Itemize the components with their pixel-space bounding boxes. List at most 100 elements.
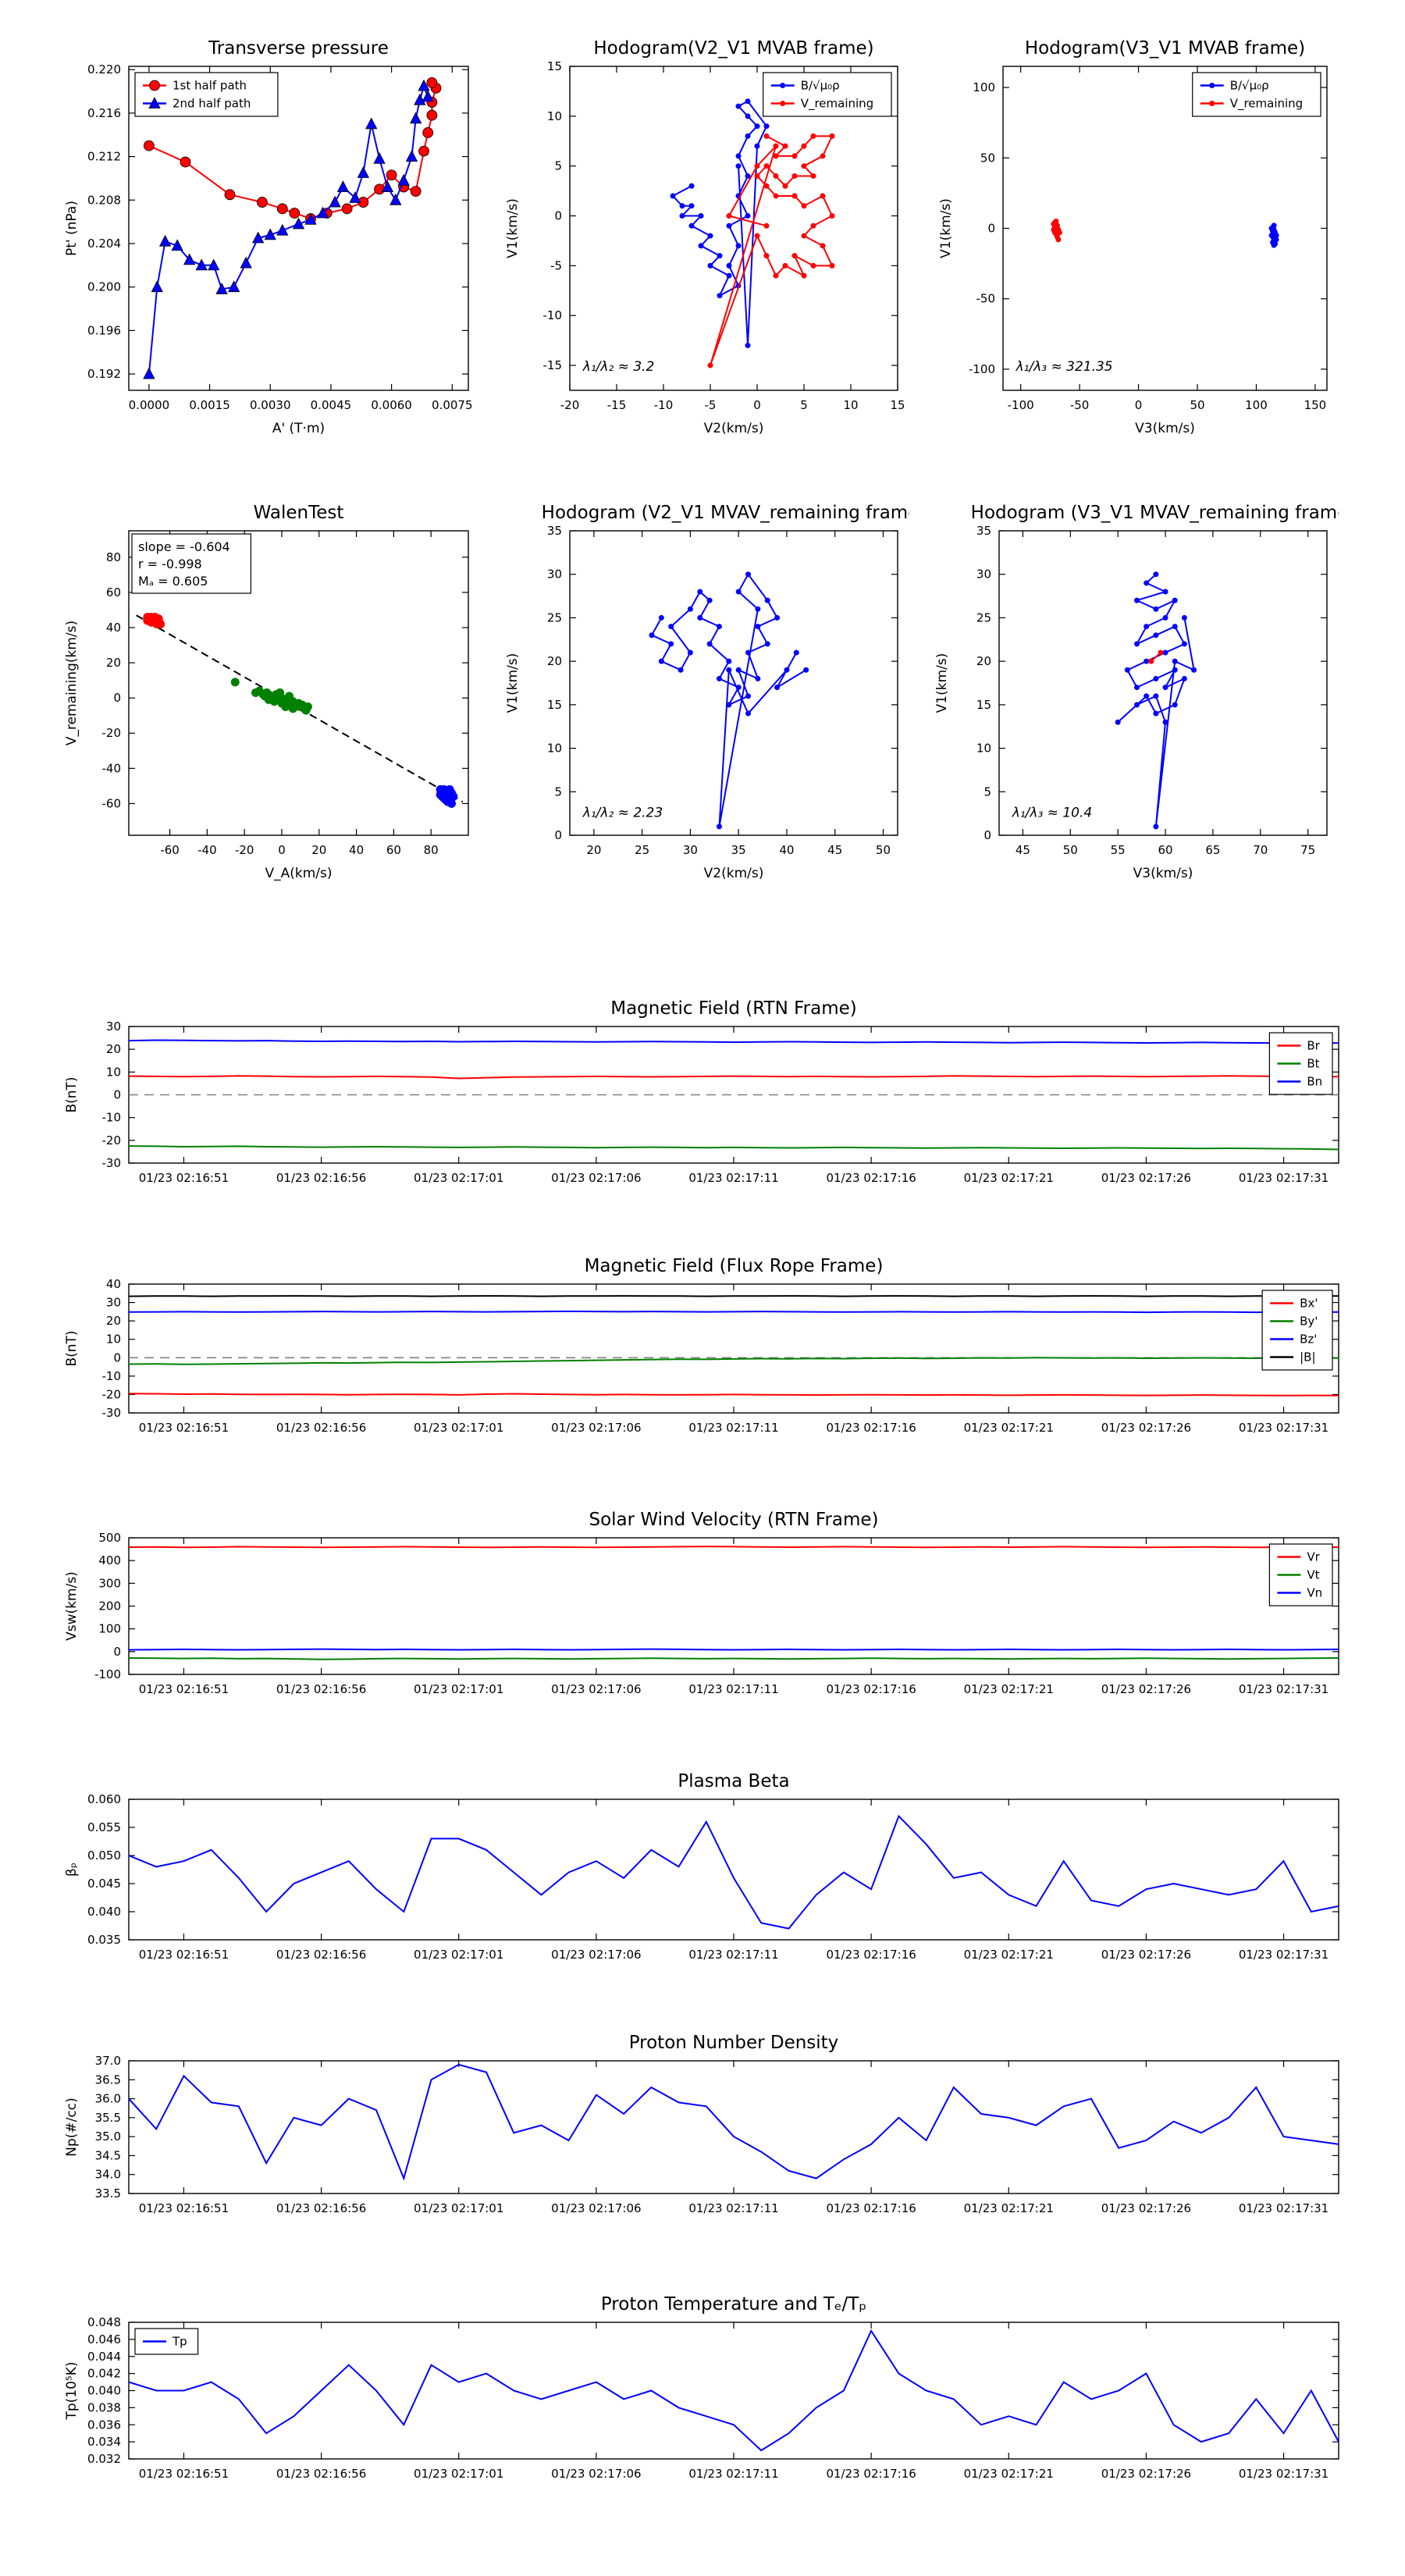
svg-text:01/23 02:17:01: 01/23 02:17:01 <box>414 1682 503 1696</box>
svg-text:Vn: Vn <box>1307 1586 1322 1600</box>
svg-text:25: 25 <box>635 843 649 857</box>
svg-text:01/23 02:17:26: 01/23 02:17:26 <box>1101 1948 1191 1962</box>
svg-text:-60: -60 <box>102 796 122 810</box>
svg-text:15: 15 <box>547 59 562 73</box>
svg-text:0.0075: 0.0075 <box>432 398 473 412</box>
svg-text:35.5: 35.5 <box>95 2111 121 2125</box>
svg-text:-20: -20 <box>102 726 122 740</box>
svg-text:0.044: 0.044 <box>87 2350 121 2364</box>
svg-text:Magnetic Field (Flux Rope Fram: Magnetic Field (Flux Rope Frame) <box>585 1256 884 1276</box>
svg-text:01/23 02:16:51: 01/23 02:16:51 <box>139 2467 229 2481</box>
svg-text:36.5: 36.5 <box>95 2073 121 2087</box>
svg-text:01/23 02:17:01: 01/23 02:17:01 <box>414 1171 503 1185</box>
svg-text:20: 20 <box>586 843 601 857</box>
svg-text:-10: -10 <box>654 398 674 412</box>
svg-text:5: 5 <box>554 159 562 173</box>
svg-text:-50: -50 <box>1070 398 1090 412</box>
svg-text:01/23 02:17:11: 01/23 02:17:11 <box>688 1421 778 1435</box>
svg-text:-100: -100 <box>1008 398 1034 412</box>
svg-text:V_remaining(km/s): V_remaining(km/s) <box>64 621 80 745</box>
svg-text:10: 10 <box>547 109 562 123</box>
svg-text:Hodogram(V3_V1 MVAB frame): Hodogram(V3_V1 MVAB frame) <box>1025 38 1305 59</box>
svg-text:10: 10 <box>106 1332 121 1347</box>
svg-text:-10: -10 <box>102 1111 122 1125</box>
svg-text:0.196: 0.196 <box>87 323 121 337</box>
svg-text:slope = -0.604: slope = -0.604 <box>138 539 230 554</box>
svg-text:0: 0 <box>753 398 761 412</box>
svg-text:15: 15 <box>547 698 562 712</box>
svg-text:0.208: 0.208 <box>87 193 121 207</box>
svg-text:200: 200 <box>98 1599 121 1614</box>
svg-text:01/23 02:17:06: 01/23 02:17:06 <box>551 2201 641 2215</box>
svg-text:40: 40 <box>779 843 794 857</box>
svg-text:01/23 02:17:21: 01/23 02:17:21 <box>964 1171 1054 1185</box>
svg-text:-30: -30 <box>102 1156 122 1170</box>
svg-text:V1(km/s): V1(km/s) <box>934 653 950 713</box>
svg-text:Hodogram(V2_V1 MVAB frame): Hodogram(V2_V1 MVAB frame) <box>593 38 873 59</box>
svg-text:01/23 02:17:26: 01/23 02:17:26 <box>1101 2467 1191 2481</box>
svg-text:V_A(km/s): V_A(km/s) <box>265 866 332 881</box>
svg-text:V2(km/s): V2(km/s) <box>704 421 764 436</box>
svg-text:0: 0 <box>984 828 991 842</box>
svg-text:34.5: 34.5 <box>95 2148 121 2162</box>
svg-text:01/23 02:17:01: 01/23 02:17:01 <box>414 2467 503 2481</box>
svg-text:-100: -100 <box>969 362 995 376</box>
svg-text:λ₁/λ₃ ≈ 321.35: λ₁/λ₃ ≈ 321.35 <box>1016 359 1113 375</box>
svg-text:36.0: 36.0 <box>95 2092 121 2106</box>
svg-text:Br: Br <box>1307 1039 1320 1053</box>
svg-text:-15: -15 <box>607 398 627 412</box>
svg-text:0.050: 0.050 <box>87 1848 121 1863</box>
svg-text:-100: -100 <box>94 1667 121 1681</box>
svg-text:45: 45 <box>827 843 842 857</box>
svg-text:01/23 02:16:51: 01/23 02:16:51 <box>139 2201 229 2215</box>
svg-text:0.192: 0.192 <box>87 367 121 381</box>
svg-text:Proton Temperature and Tₑ/Tₚ: Proton Temperature and Tₑ/Tₚ <box>601 2294 866 2314</box>
svg-text:Bt: Bt <box>1307 1057 1319 1071</box>
svg-text:0: 0 <box>554 828 562 842</box>
svg-text:10: 10 <box>976 742 991 756</box>
svg-text:400: 400 <box>98 1553 121 1567</box>
svg-text:01/23 02:17:16: 01/23 02:17:16 <box>826 1948 916 1962</box>
svg-text:100: 100 <box>973 80 995 94</box>
svg-text:01/23 02:16:51: 01/23 02:16:51 <box>139 1682 229 1696</box>
svg-text:20: 20 <box>106 1314 121 1328</box>
svg-text:0.034: 0.034 <box>87 2435 121 2449</box>
svg-text:01/23 02:17:21: 01/23 02:17:21 <box>964 1421 1054 1435</box>
svg-text:35: 35 <box>547 524 562 538</box>
svg-text:βₚ: βₚ <box>64 1863 80 1877</box>
svg-text:50: 50 <box>876 843 891 857</box>
svg-text:01/23 02:17:21: 01/23 02:17:21 <box>964 1682 1054 1696</box>
svg-text:35.0: 35.0 <box>95 2129 121 2144</box>
svg-text:01/23 02:16:56: 01/23 02:16:56 <box>276 1948 366 1962</box>
svg-text:01/23 02:17:16: 01/23 02:17:16 <box>826 2201 916 2215</box>
svg-text:0.032: 0.032 <box>87 2452 121 2466</box>
svg-text:20: 20 <box>311 843 326 857</box>
svg-text:V3(km/s): V3(km/s) <box>1133 866 1193 881</box>
svg-text:V1(km/s): V1(km/s) <box>938 198 954 258</box>
svg-text:0.038: 0.038 <box>87 2400 121 2414</box>
svg-text:30: 30 <box>106 1019 121 1034</box>
svg-text:-30: -30 <box>102 1406 122 1420</box>
svg-text:01/23 02:16:56: 01/23 02:16:56 <box>276 1682 366 1696</box>
svg-text:25: 25 <box>976 610 991 624</box>
svg-text:Vr: Vr <box>1307 1550 1320 1564</box>
svg-text:0.060: 0.060 <box>87 1792 121 1806</box>
svg-text:01/23 02:16:51: 01/23 02:16:51 <box>139 1171 229 1185</box>
svg-text:01/23 02:17:31: 01/23 02:17:31 <box>1239 2201 1329 2215</box>
svg-text:55: 55 <box>1111 843 1126 857</box>
svg-text:0: 0 <box>987 222 995 236</box>
svg-text:5: 5 <box>984 785 991 799</box>
svg-text:01/23 02:17:16: 01/23 02:17:16 <box>826 1682 916 1696</box>
svg-text:0.040: 0.040 <box>87 2384 121 2398</box>
svg-text:01/23 02:17:31: 01/23 02:17:31 <box>1239 1948 1329 1962</box>
svg-text:01/23 02:17:16: 01/23 02:17:16 <box>826 2467 916 2481</box>
chart-hodogram-v3v1-mvab: Hodogram(V3_V1 MVAB frame) -100 -50 0 50 100 1… <box>933 23 1339 449</box>
svg-text:01/23 02:17:31: 01/23 02:17:31 <box>1239 1421 1329 1435</box>
svg-text:60: 60 <box>106 585 121 600</box>
svg-text:15: 15 <box>890 398 905 412</box>
svg-text:0.0015: 0.0015 <box>189 398 230 412</box>
svg-text:01/23 02:17:06: 01/23 02:17:06 <box>551 1421 641 1435</box>
svg-text:-5: -5 <box>550 258 562 272</box>
svg-text:10: 10 <box>843 398 858 412</box>
svg-text:Hodogram (V3_V1 MVAV_remaining: Hodogram (V3_V1 MVAV_remaining frame) <box>971 503 1339 523</box>
